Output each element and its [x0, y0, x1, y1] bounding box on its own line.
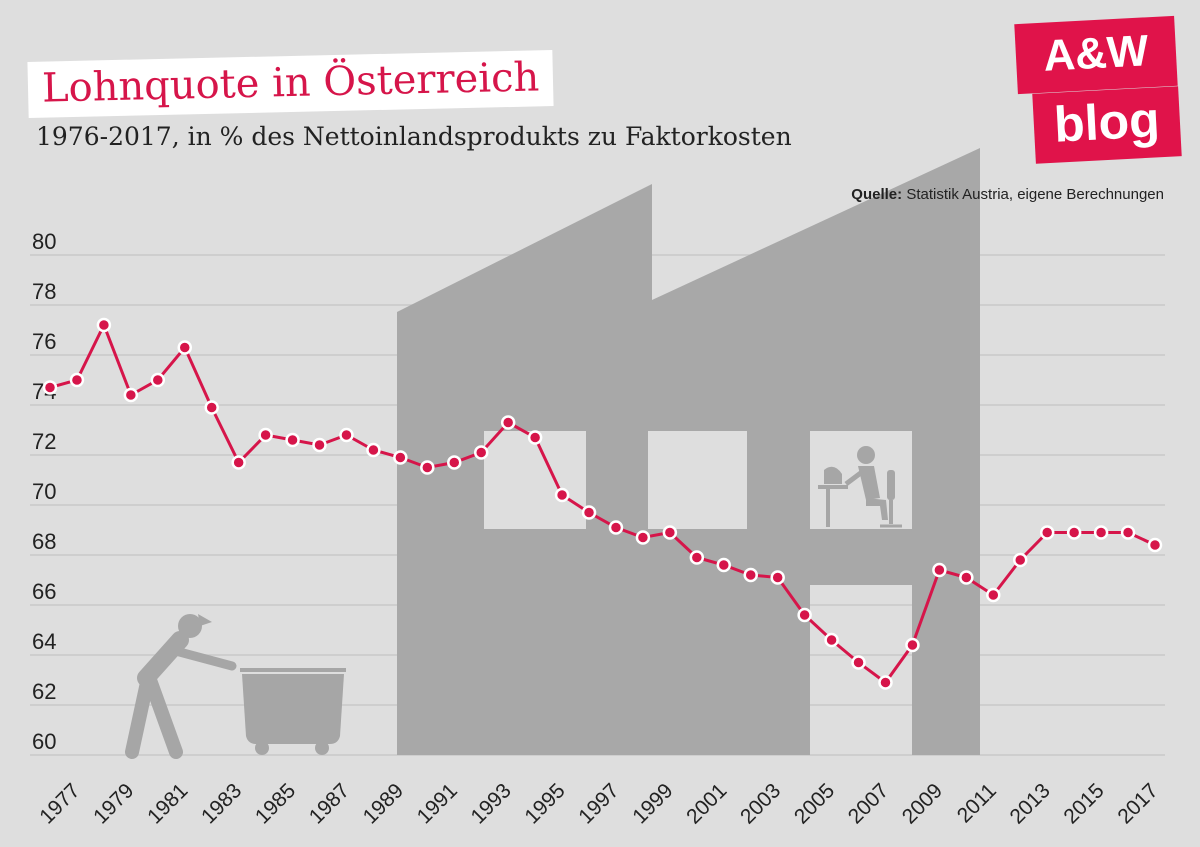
- data-point: [393, 450, 408, 465]
- x-tick-label: 1985: [251, 779, 300, 828]
- data-point: [905, 637, 920, 653]
- y-tick-label: 64: [32, 629, 56, 654]
- data-point: [932, 562, 947, 578]
- data-point: [635, 530, 651, 545]
- x-tick-label: 1997: [574, 779, 623, 828]
- data-point: [312, 437, 327, 453]
- data-point: [986, 587, 1001, 603]
- x-tick-label: 1983: [197, 779, 246, 828]
- chart-title-box: Lohnquote in Österreich: [27, 50, 554, 118]
- data-point: [1066, 525, 1082, 540]
- x-tick-label: 2017: [1113, 779, 1162, 828]
- y-tick-label: 78: [32, 279, 56, 304]
- x-axis-ticks: 1977 1979 1981 1983 1985 1987 1989 1991 1993 1995…: [35, 779, 1162, 828]
- data-point: [123, 387, 139, 403]
- data-point: [527, 430, 543, 445]
- data-point: [447, 455, 462, 470]
- data-point: [177, 340, 193, 355]
- data-point: [473, 445, 489, 460]
- data-point: [662, 525, 678, 540]
- y-tick-label: 60: [32, 729, 56, 754]
- logo-line-2: blog: [1032, 86, 1182, 164]
- cart-worker-icon: [125, 614, 346, 759]
- data-point: [581, 505, 597, 520]
- y-tick-label: 70: [32, 479, 56, 504]
- data-point: [96, 317, 112, 333]
- data-point: [770, 570, 785, 585]
- data-point: [285, 432, 300, 448]
- data-point: [204, 400, 219, 415]
- data-point: [824, 632, 839, 648]
- office-worker-icon: [818, 446, 902, 528]
- y-tick-label: 76: [32, 329, 56, 354]
- y-tick-label: 72: [32, 429, 56, 454]
- aw-blog-logo[interactable]: A&W blog: [1012, 14, 1182, 164]
- x-tick-label: 2007: [844, 779, 893, 828]
- data-point: [716, 557, 732, 573]
- data-point: [42, 380, 58, 395]
- data-point: [608, 520, 624, 535]
- y-tick-label: 62: [32, 679, 56, 704]
- x-tick-label: 2015: [1059, 779, 1108, 828]
- x-tick-label: 1979: [89, 779, 138, 828]
- y-tick-label: 66: [32, 579, 56, 604]
- data-point: [554, 487, 570, 503]
- source-text: Statistik Austria, eigene Berechnungen: [902, 186, 1164, 203]
- x-tick-label: 1993: [467, 779, 516, 828]
- x-tick-label: 2013: [1006, 779, 1055, 828]
- x-tick-label: 1981: [143, 779, 192, 828]
- factory-window-2: [648, 431, 747, 529]
- data-point: [878, 675, 893, 690]
- data-point: [1093, 525, 1109, 540]
- data-point: [743, 567, 758, 583]
- x-tick-label: 2003: [736, 779, 785, 828]
- x-tick-label: 1995: [520, 779, 569, 828]
- source-label: Quelle:: [851, 186, 903, 203]
- x-tick-label: 1977: [35, 779, 84, 828]
- data-point: [366, 442, 381, 458]
- x-tick-label: 2009: [898, 779, 947, 828]
- data-point: [69, 372, 85, 388]
- data-point: [797, 607, 812, 623]
- x-tick-label: 2001: [682, 779, 731, 828]
- data-point: [1120, 525, 1136, 540]
- factory-illustration: [125, 148, 980, 759]
- x-tick-label: 1987: [305, 779, 354, 828]
- data-point: [1012, 552, 1028, 568]
- chart-subtitle: 1976-2017, in % des Nettoinlandsprodukts…: [36, 122, 792, 151]
- data-point: [150, 372, 166, 388]
- data-points: [42, 317, 1163, 690]
- data-point: [258, 427, 273, 443]
- data-point: [500, 415, 516, 430]
- factory-window-1: [484, 431, 586, 529]
- x-tick-label: 1989: [359, 779, 408, 828]
- data-point: [339, 427, 354, 443]
- data-point: [1039, 525, 1055, 540]
- data-point: [420, 460, 435, 475]
- x-tick-label: 2005: [790, 779, 839, 828]
- logo-line-1: A&W: [1014, 15, 1178, 95]
- data-point: [1147, 537, 1163, 553]
- y-axis-ticks: 6062646668707274767880: [32, 229, 56, 754]
- data-point: [851, 655, 866, 670]
- x-tick-label: 2011: [953, 779, 1001, 827]
- data-point: [231, 455, 246, 470]
- x-tick-label: 1999: [628, 779, 677, 828]
- y-tick-label: 80: [32, 229, 56, 254]
- chart-title: Lohnquote in Österreich: [41, 54, 540, 112]
- data-point: [959, 570, 974, 585]
- x-tick-label: 1991: [413, 779, 462, 828]
- y-tick-label: 68: [32, 529, 56, 554]
- source-note: Quelle: Statistik Austria, eigene Berech…: [851, 186, 1164, 203]
- data-point: [689, 550, 705, 565]
